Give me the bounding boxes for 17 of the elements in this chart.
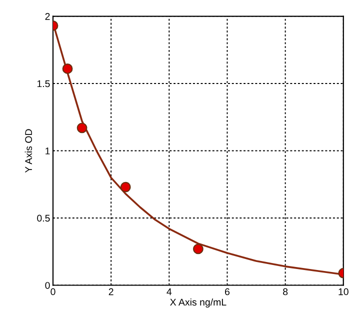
y-tick-label: 1 [46,148,50,154]
point [120,182,131,192]
x-tick-label: 6 [225,288,230,296]
point [62,64,73,74]
x-axis-title: X Axis ng/mL [170,298,226,308]
x-tick-label: 8 [283,288,288,296]
point [76,122,88,134]
y-tick-label: 2 [45,13,50,20]
point [192,244,204,254]
x-tick-label: 0 [50,288,56,296]
y-tick-label: 0 [45,282,50,289]
y-tick-label: 1.5 [37,80,50,88]
x-tick-label: 2 [108,288,114,296]
x-tick-label: 10 [338,288,348,296]
x-tick-label: 4 [166,288,172,296]
y-tick-label: 0.5 [37,214,50,222]
y-axis-title: Y Axis OD [24,129,32,173]
